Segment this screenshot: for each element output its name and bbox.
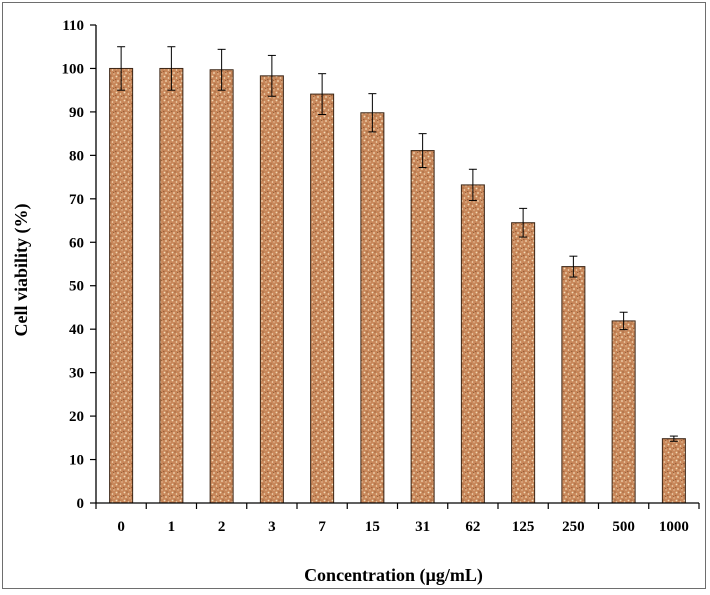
error-bar-3 [267, 54, 276, 97]
x-tick-label: 31 [415, 519, 430, 535]
error-bar-250 [569, 255, 578, 278]
y-axis-title: Cell viability (%) [11, 204, 32, 337]
x-axis-title: Concentration (µg/mL) [304, 565, 483, 586]
bars [109, 67, 686, 504]
bar-125 [511, 222, 536, 504]
error-bars [117, 46, 678, 442]
bar-250 [561, 266, 586, 504]
y-tick-label: 40 [69, 322, 84, 338]
x-tick-label: 2 [218, 519, 226, 535]
x-tick-label: 3 [268, 519, 276, 535]
y-tick-label: 0 [77, 496, 85, 512]
x-tick-label: 15 [365, 519, 380, 535]
x-tick-label: 125 [512, 519, 535, 535]
y-tick-label: 110 [62, 18, 84, 34]
x-axis: 0 1 2 3 7 15 31 62 125 250 500 1000 [95, 502, 700, 535]
bar-1 [159, 67, 184, 504]
error-bar-0 [117, 46, 126, 91]
bar-1000 [661, 438, 686, 504]
bar-0 [109, 67, 134, 504]
y-tick-label: 60 [69, 235, 84, 251]
x-tick-label: 62 [465, 519, 480, 535]
y-tick-label: 20 [69, 409, 84, 425]
error-bar-1 [167, 46, 176, 91]
x-tick-label: 7 [318, 519, 326, 535]
bar-chart: 0 10 20 30 40 50 60 70 80 90 100 110 0 1 2 3 7 15 31 62 125… [11, 18, 700, 586]
x-tick-label: 1000 [659, 519, 689, 535]
y-tick-label: 90 [69, 105, 84, 121]
x-tick-label: 500 [612, 519, 635, 535]
x-tick-label: 0 [117, 519, 125, 535]
y-tick-label: 30 [69, 366, 84, 382]
bar-15 [360, 112, 385, 504]
error-bar-31 [418, 133, 427, 169]
bar-2 [209, 69, 234, 504]
error-bar-7 [318, 73, 327, 116]
y-tick-label: 10 [69, 453, 84, 469]
y-axis: 0 10 20 30 40 50 60 70 80 90 100 110 [62, 18, 97, 512]
bar-3 [259, 75, 284, 504]
chart-frame: 0 10 20 30 40 50 60 70 80 90 100 110 0 1 2 3 7 15 31 62 125… [2, 2, 706, 589]
bar-31 [410, 150, 435, 504]
x-tick-label: 250 [562, 519, 585, 535]
error-bar-125 [519, 207, 528, 238]
x-tick-label: 1 [168, 519, 176, 535]
error-bar-62 [468, 168, 477, 202]
y-tick-label: 100 [62, 61, 85, 77]
error-bar-500 [619, 311, 628, 331]
y-tick-label: 80 [69, 148, 84, 164]
bar-62 [460, 184, 485, 504]
y-tick-label: 50 [69, 279, 84, 295]
bar-500 [611, 320, 636, 504]
error-bar-15 [368, 93, 377, 133]
bar-7 [310, 93, 335, 504]
error-bar-1000 [669, 435, 678, 442]
error-bar-2 [217, 48, 226, 91]
y-tick-label: 70 [69, 192, 84, 208]
